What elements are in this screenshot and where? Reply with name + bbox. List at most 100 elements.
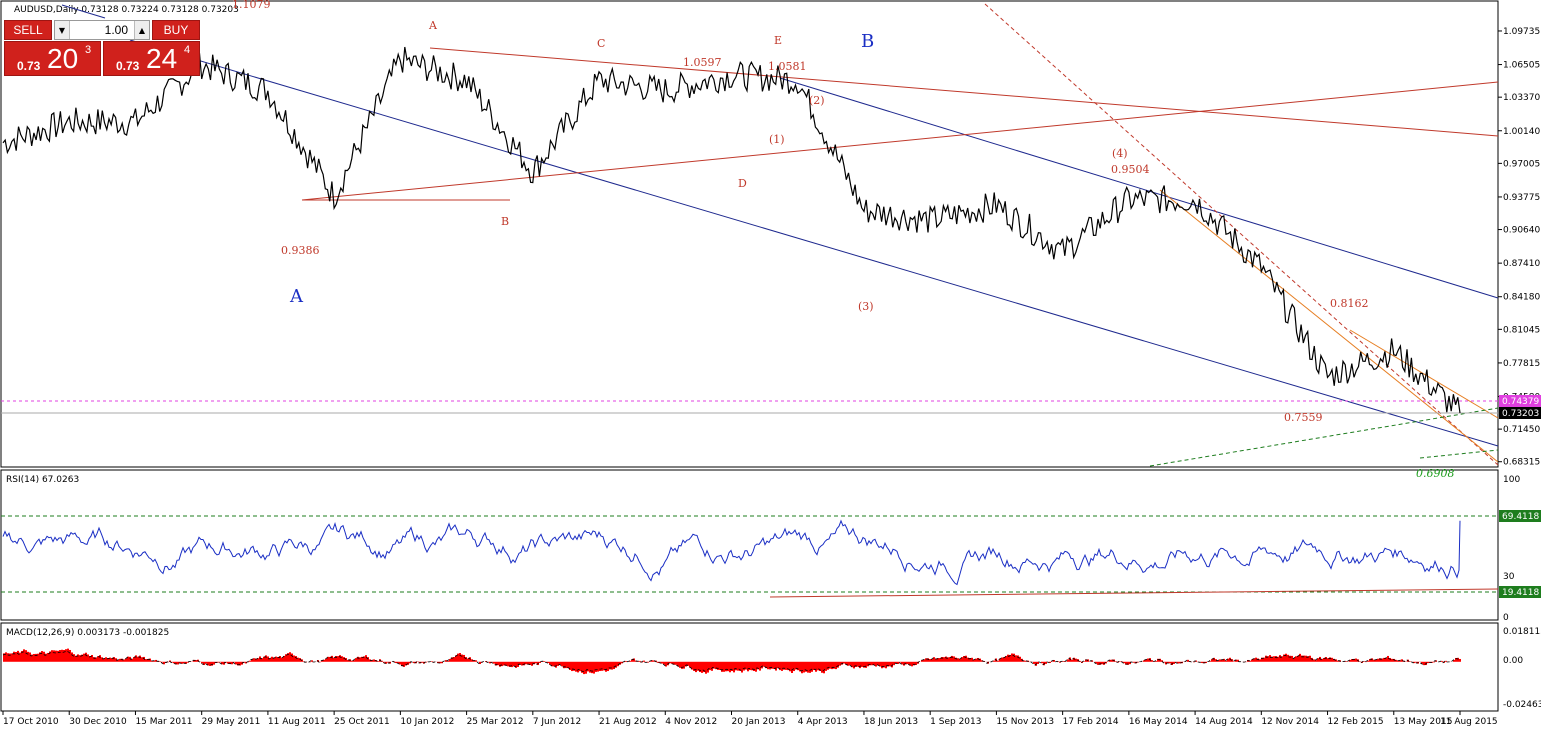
time-axis-label: 30 Dec 2010 [69,717,127,727]
macd-bar [479,661,481,665]
macd-bar [563,661,565,669]
macd-bar [859,661,861,669]
macd-bar [549,661,551,665]
macd-bar [331,655,333,662]
macd-bar [281,657,283,662]
macd-bar [765,661,767,669]
macd-bar [489,661,491,664]
macd-bar [35,653,37,662]
macd-bar [1371,658,1373,662]
macd-bar [759,661,761,671]
lot-increase-icon[interactable]: ▲ [134,21,149,39]
macd-bar [287,653,289,662]
buy-quote[interactable]: 0.73 24 4 [103,41,200,76]
macd-bar [569,661,571,670]
macd-bar [925,658,927,662]
macd-bar [557,661,559,666]
blue-top-stub [61,4,106,19]
macd-bar [819,661,821,671]
macd-bar [1051,661,1053,662]
macd-bar [497,661,499,666]
macd-bar [905,661,907,665]
macd-bar [1311,657,1313,662]
macd-bar [1267,656,1269,662]
macd-bar [555,661,557,668]
macd-bar [943,657,945,662]
macd-bar [649,661,651,662]
macd-bar [1423,661,1425,666]
macd-bar [1319,656,1321,662]
price-axis-label: 0.68315 [1503,458,1540,468]
letter-C: C [597,37,605,50]
macd-bar [255,658,257,662]
macd-bar [923,659,925,662]
macd-bar [75,655,77,662]
macd-bar [1255,657,1257,662]
macd-bar [473,660,475,662]
macd-tick: -0.024638 [1503,700,1541,710]
macd-bar [613,661,615,670]
macd-bar [753,661,755,672]
macd-bar [657,661,659,663]
macd-bar [1427,661,1429,664]
macd-bar [967,657,969,662]
price-axis-label: 1.09735 [1503,27,1540,37]
macd-bar [77,654,79,662]
macd-bar [1045,661,1047,664]
macd-bar [19,652,21,662]
letter-A: A [428,19,438,32]
macd-bar [1053,659,1055,662]
macd-bar [629,660,631,662]
sell-button[interactable]: SELL [4,20,52,40]
macd-bar [779,661,781,671]
macd-bar [895,661,897,664]
price-axis-label: 1.06505 [1503,61,1540,71]
macd-bar [1179,661,1181,664]
sell-quote-pips: 20 [47,43,79,74]
macd-bar [1459,658,1461,662]
macd-bar [1401,659,1403,662]
macd-bar [589,661,591,673]
macd-bar [643,660,645,662]
macd-bar [553,661,555,667]
macd-bar [25,650,27,662]
macd-bar [821,661,823,673]
macd-bar [561,661,563,667]
macd-bar [1063,661,1065,662]
macd-bar [811,661,813,672]
macd-bar [1275,656,1277,662]
macd-bar [929,659,931,662]
lot-decrease-icon[interactable]: ▼ [55,21,70,39]
macd-bar [1171,661,1173,665]
lot-size-value[interactable]: 1.00 [104,23,128,37]
buy-button[interactable]: BUY [152,20,200,40]
macd-bar [875,661,877,667]
macd-bar [499,661,501,667]
macd-bar [261,658,263,662]
macd-bar [1075,658,1077,662]
macd-bar [661,661,663,664]
wave-4: (4) [1112,147,1128,160]
macd-bar [665,661,667,667]
macd-bar [749,661,751,671]
macd-bar [27,651,29,662]
macd-bar [523,661,525,666]
macd-bar [577,661,579,673]
macd-bar [647,661,649,663]
macd-bar [63,649,65,662]
lot-size-stepper[interactable]: ▼ 1.00 ▲ [54,20,150,40]
time-axis-label: 20 Jan 2013 [732,717,786,727]
macd-tick: 0.00 [1503,656,1523,666]
macd-bar [395,661,397,664]
macd-bar [495,661,497,666]
macd-bar [845,661,847,665]
time-axis-label: 15 Nov 2013 [996,717,1054,727]
macd-bar [939,658,941,662]
macd-bar [351,660,353,662]
macd-bar [1017,655,1019,662]
sell-quote[interactable]: 0.73 20 3 [4,41,101,76]
macd-bar [1157,658,1159,662]
macd-bar [783,661,785,670]
macd-bar [1007,654,1009,662]
